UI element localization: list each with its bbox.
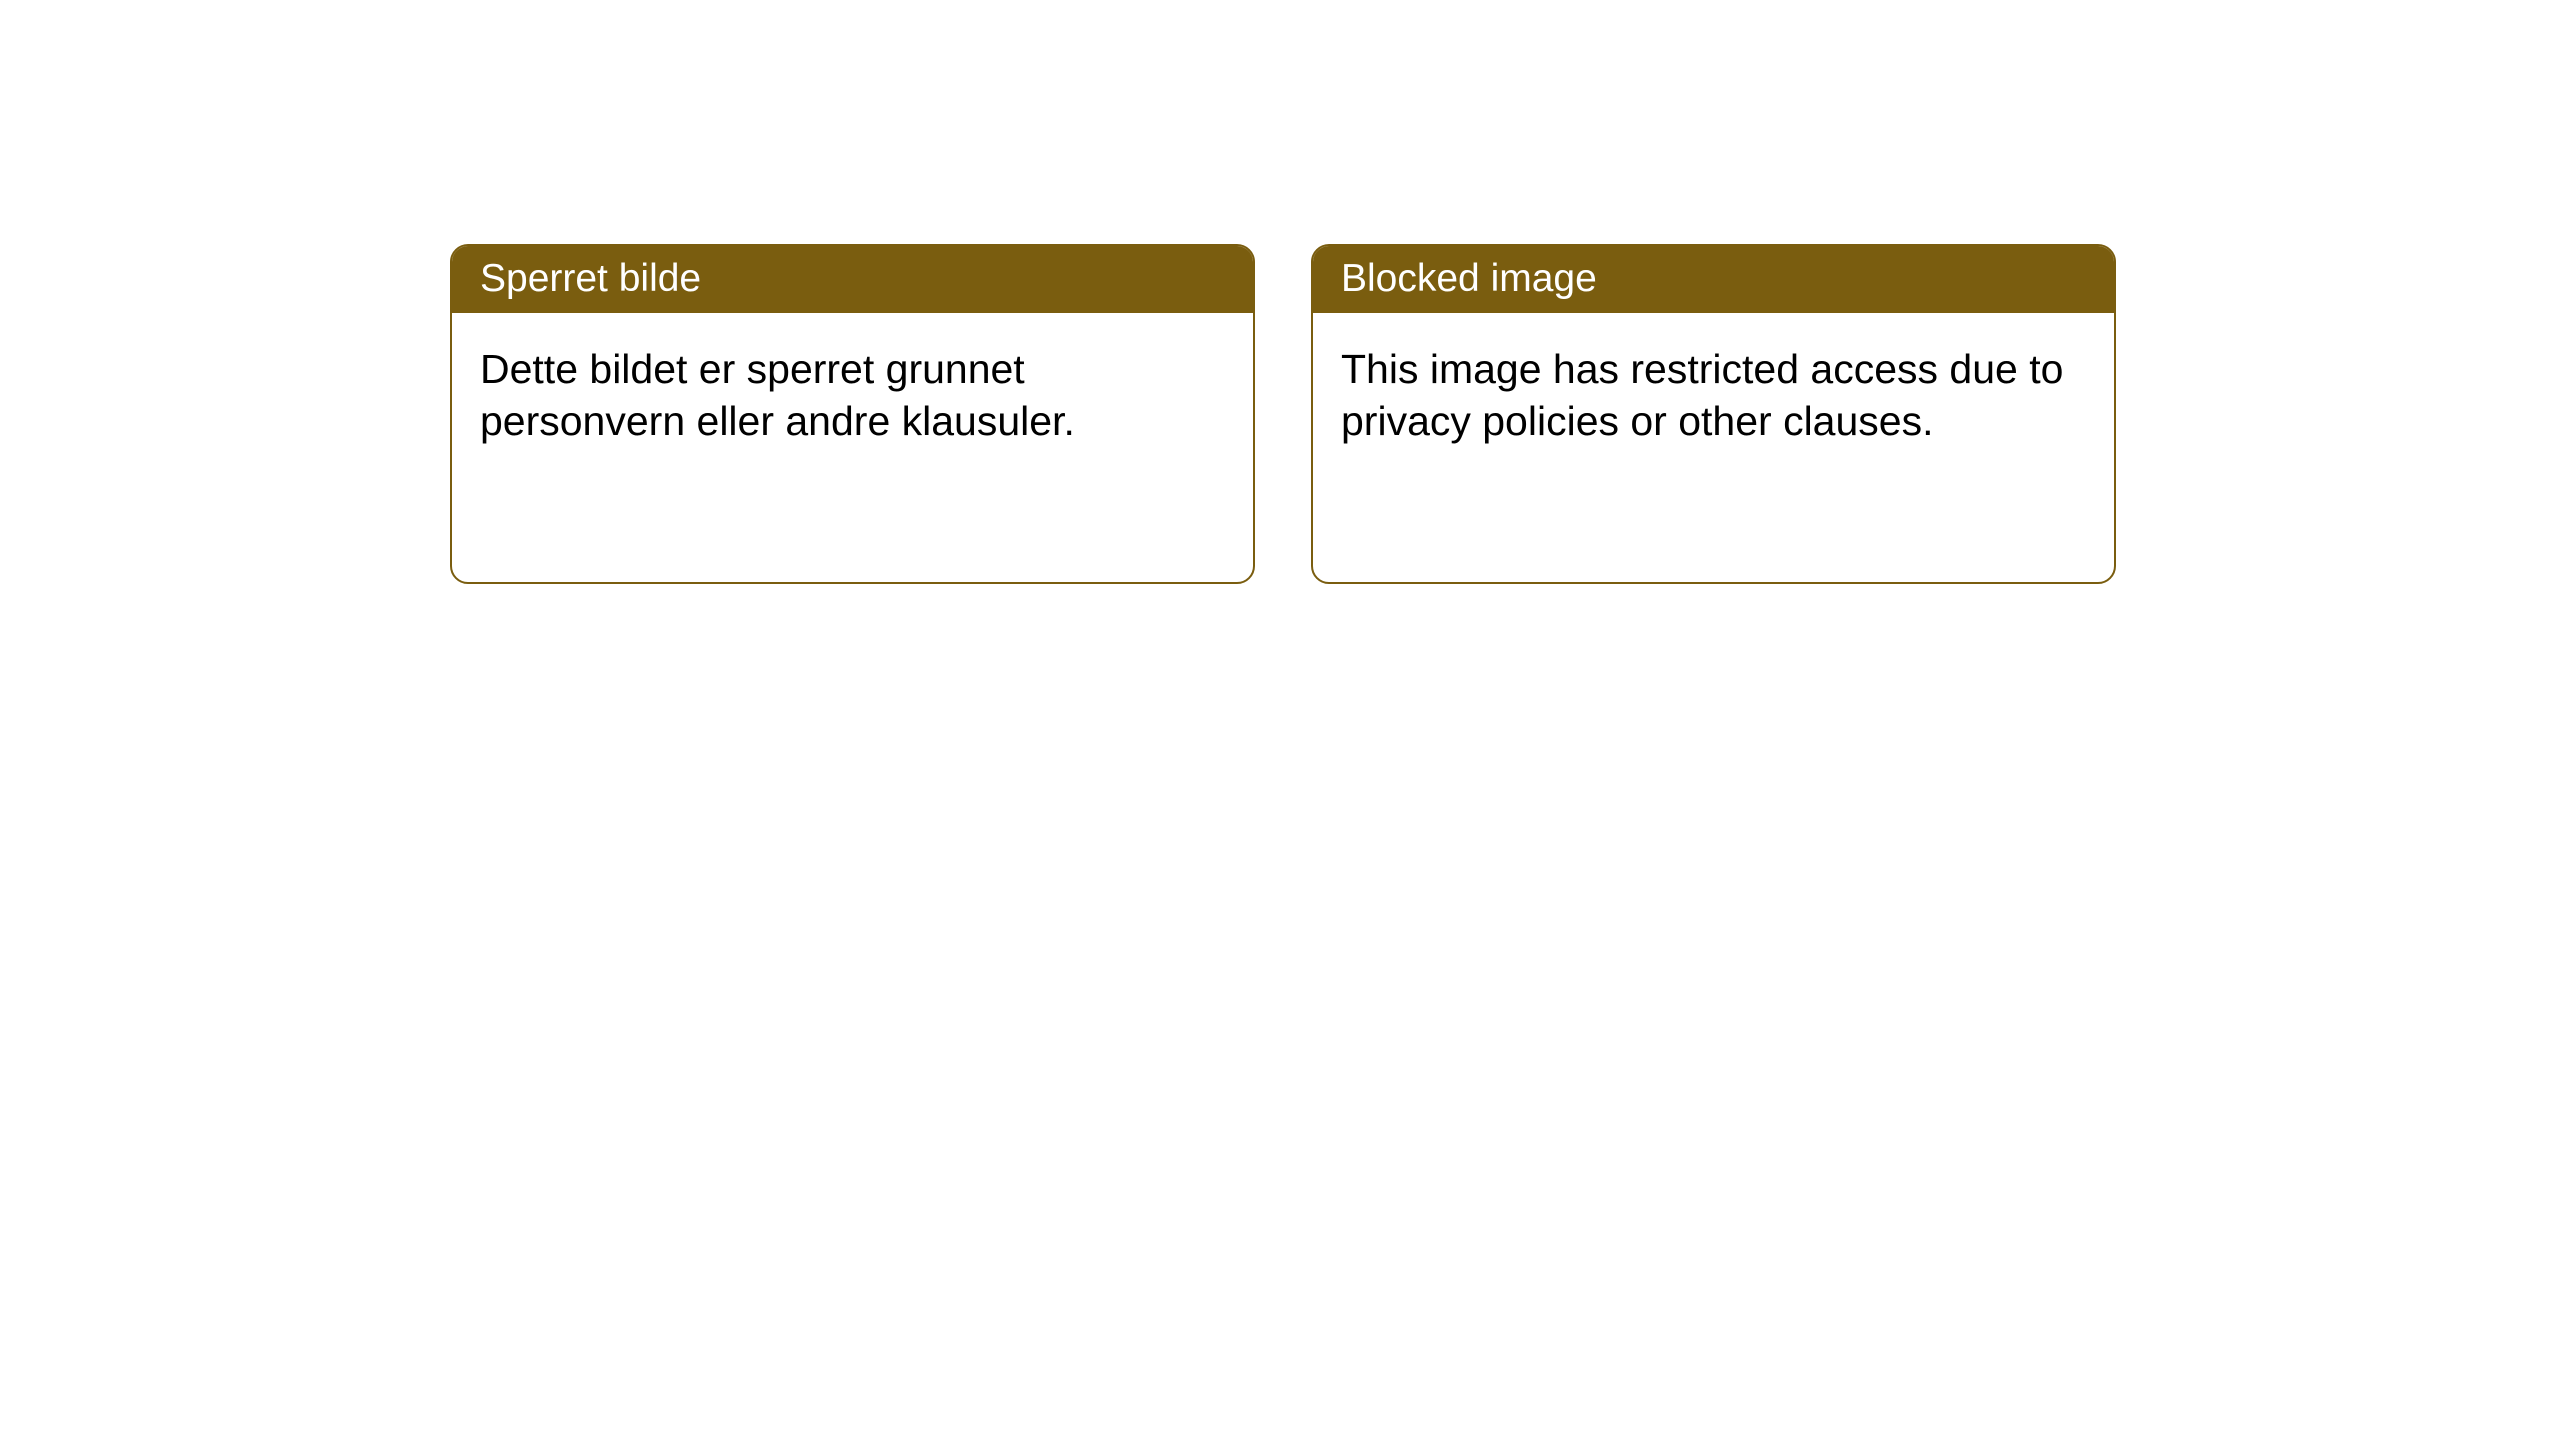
card-body-text: This image has restricted access due to … [1341,346,2063,444]
notice-card-container: Sperret bilde Dette bildet er sperret gr… [450,244,2116,584]
card-title: Sperret bilde [480,257,701,300]
card-body: Dette bildet er sperret grunnet personve… [452,313,1253,477]
card-body: This image has restricted access due to … [1313,313,2114,477]
card-header: Sperret bilde [452,246,1253,313]
notice-card-english: Blocked image This image has restricted … [1311,244,2116,584]
card-body-text: Dette bildet er sperret grunnet personve… [480,346,1075,444]
card-title: Blocked image [1341,257,1597,300]
notice-card-norwegian: Sperret bilde Dette bildet er sperret gr… [450,244,1255,584]
card-header: Blocked image [1313,246,2114,313]
